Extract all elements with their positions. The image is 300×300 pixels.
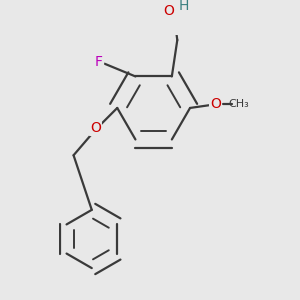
Text: O: O xyxy=(210,97,221,111)
Text: O: O xyxy=(164,4,175,18)
Text: CH₃: CH₃ xyxy=(228,99,249,109)
Text: O: O xyxy=(90,121,101,135)
Text: F: F xyxy=(95,55,103,69)
Text: H: H xyxy=(178,0,189,14)
